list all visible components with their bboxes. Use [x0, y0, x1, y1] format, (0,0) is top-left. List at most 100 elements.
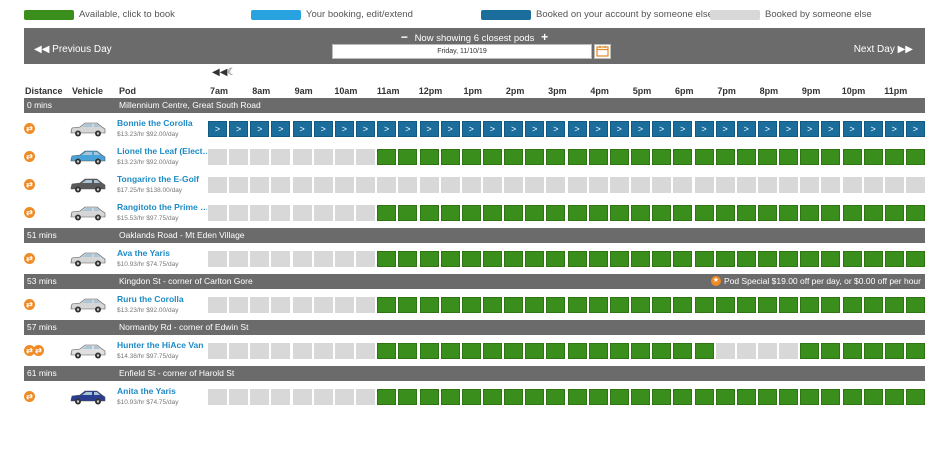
account-booking-slot[interactable]: > — [673, 121, 693, 137]
available-slot[interactable] — [821, 343, 841, 359]
account-booking-slot[interactable]: > — [715, 121, 735, 137]
available-slot[interactable] — [504, 297, 524, 313]
available-slot[interactable] — [377, 149, 397, 165]
vehicle-image[interactable] — [68, 296, 108, 314]
available-slot[interactable] — [800, 149, 820, 165]
more-pods-button[interactable]: + — [541, 30, 549, 44]
account-booking-slot[interactable]: > — [482, 121, 502, 137]
available-slot[interactable] — [525, 297, 545, 313]
available-slot[interactable] — [863, 297, 883, 313]
available-slot[interactable] — [377, 389, 397, 405]
available-slot[interactable] — [779, 205, 798, 221]
available-slot[interactable] — [504, 343, 524, 359]
available-slot[interactable] — [504, 389, 524, 405]
available-slot[interactable] — [482, 389, 502, 405]
available-slot[interactable] — [694, 297, 714, 313]
account-booking-slot[interactable]: > — [905, 121, 925, 137]
available-slot[interactable] — [588, 297, 608, 313]
available-slot[interactable] — [757, 251, 777, 267]
available-slot[interactable] — [461, 205, 481, 221]
available-slot[interactable] — [673, 149, 693, 165]
available-slot[interactable] — [609, 205, 629, 221]
available-slot[interactable] — [631, 149, 650, 165]
available-slot[interactable] — [842, 389, 862, 405]
available-slot[interactable] — [884, 343, 904, 359]
available-slot[interactable] — [842, 205, 862, 221]
available-slot[interactable] — [863, 389, 883, 405]
available-slot[interactable] — [567, 389, 587, 405]
pod-name-link[interactable]: Tongariro the E-Golf — [117, 174, 200, 184]
available-slot[interactable] — [588, 389, 608, 405]
available-slot[interactable] — [673, 205, 693, 221]
pod-name-link[interactable]: Hunter the HiAce Van — [117, 340, 204, 350]
available-slot[interactable] — [525, 251, 545, 267]
available-slot[interactable] — [673, 343, 693, 359]
available-slot[interactable] — [779, 251, 798, 267]
available-slot[interactable] — [377, 297, 397, 313]
available-slot[interactable] — [631, 297, 650, 313]
available-slot[interactable] — [715, 149, 735, 165]
vehicle-image[interactable] — [68, 250, 108, 268]
available-slot[interactable] — [863, 343, 883, 359]
vehicle-image[interactable] — [68, 204, 108, 222]
available-slot[interactable] — [779, 297, 798, 313]
account-booking-slot[interactable]: > — [356, 121, 375, 137]
available-slot[interactable] — [398, 205, 418, 221]
date-input[interactable]: Friday, 11/10/19 — [332, 44, 592, 59]
available-slot[interactable] — [588, 149, 608, 165]
available-slot[interactable] — [863, 251, 883, 267]
pod-name-link[interactable]: Ava the Yaris — [117, 248, 170, 258]
account-booking-slot[interactable]: > — [292, 121, 312, 137]
available-slot[interactable] — [440, 205, 460, 221]
available-slot[interactable] — [398, 297, 418, 313]
account-booking-slot[interactable]: > — [800, 121, 820, 137]
available-slot[interactable] — [377, 343, 397, 359]
column-pod[interactable]: Pod — [119, 86, 136, 96]
available-slot[interactable] — [694, 205, 714, 221]
available-slot[interactable] — [821, 251, 841, 267]
available-slot[interactable] — [440, 251, 460, 267]
account-booking-slot[interactable]: > — [631, 121, 650, 137]
available-slot[interactable] — [419, 205, 439, 221]
available-slot[interactable] — [652, 149, 672, 165]
pod-name-link[interactable]: Rangitoto the Prime … — [117, 202, 207, 212]
available-slot[interactable] — [715, 389, 735, 405]
available-slot[interactable] — [419, 343, 439, 359]
account-booking-slot[interactable]: > — [779, 121, 798, 137]
available-slot[interactable] — [609, 297, 629, 313]
available-slot[interactable] — [779, 389, 798, 405]
available-slot[interactable] — [905, 389, 925, 405]
available-slot[interactable] — [800, 343, 820, 359]
vehicle-image[interactable] — [68, 388, 108, 406]
available-slot[interactable] — [757, 297, 777, 313]
available-slot[interactable] — [800, 389, 820, 405]
available-slot[interactable] — [757, 205, 777, 221]
available-slot[interactable] — [779, 149, 798, 165]
available-slot[interactable] — [504, 205, 524, 221]
available-slot[interactable] — [482, 251, 502, 267]
available-slot[interactable] — [631, 389, 650, 405]
available-slot[interactable] — [905, 343, 925, 359]
available-slot[interactable] — [398, 251, 418, 267]
available-slot[interactable] — [546, 251, 566, 267]
vehicle-image[interactable] — [68, 176, 108, 194]
available-slot[interactable] — [461, 149, 481, 165]
available-slot[interactable] — [652, 251, 672, 267]
available-slot[interactable] — [609, 149, 629, 165]
available-slot[interactable] — [884, 389, 904, 405]
available-slot[interactable] — [631, 205, 650, 221]
available-slot[interactable] — [884, 297, 904, 313]
available-slot[interactable] — [398, 343, 418, 359]
available-slot[interactable] — [461, 389, 481, 405]
available-slot[interactable] — [377, 251, 397, 267]
account-booking-slot[interactable]: > — [271, 121, 291, 137]
available-slot[interactable] — [546, 389, 566, 405]
available-slot[interactable] — [504, 251, 524, 267]
available-slot[interactable] — [419, 149, 439, 165]
account-booking-slot[interactable]: > — [504, 121, 524, 137]
available-slot[interactable] — [736, 297, 756, 313]
available-slot[interactable] — [440, 149, 460, 165]
account-booking-slot[interactable]: > — [250, 121, 270, 137]
previous-day-button[interactable]: ◀◀ Previous Day — [34, 44, 112, 55]
available-slot[interactable] — [398, 149, 418, 165]
